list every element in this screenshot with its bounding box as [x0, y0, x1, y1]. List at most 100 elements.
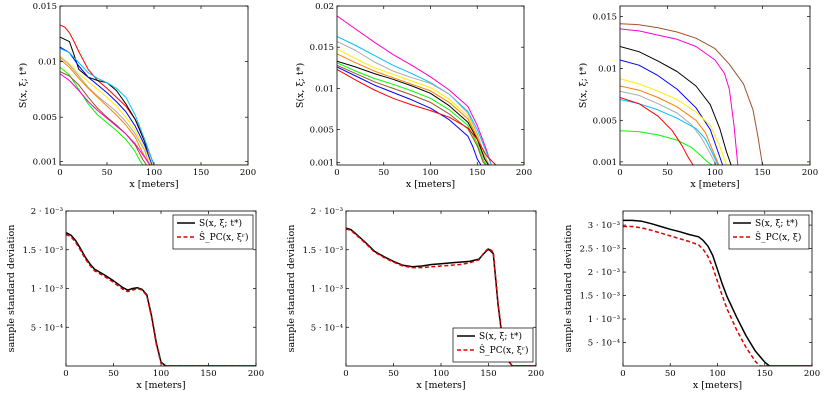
x-tick-label: 0 [617, 168, 622, 178]
y-tick-label: 1.5 · 10⁻³ [23, 246, 63, 256]
series-line-2 [66, 233, 256, 366]
series-line-8 [60, 66, 144, 165]
x-tick-label: 200 [528, 369, 544, 379]
chart-panel-6: 0 50 100 150 200 5 · 10⁻⁴ 1 · 10⁻³ 1.5 · 10⁻³ 2 … [563, 210, 820, 391]
chart-panel-2: 0 50 100 150 200 0.001 0.005 0.01 0.015 0.02 x [me… [295, 2, 532, 190]
x-tick-label: 150 [469, 168, 485, 178]
x-axis-label: x [meters] [406, 179, 455, 190]
x-tick-label: 0 [334, 168, 339, 178]
series-line-6 [620, 85, 720, 165]
chart-panel-5: 0 50 100 150 200 5 · 10⁻⁴ 1 · 10⁻³ 1.5 · 10⁻³ 2 … [286, 207, 544, 391]
y-tick-label: 0.001 [33, 158, 57, 168]
series-line-1 [66, 232, 256, 366]
x-tick-label: 150 [757, 369, 773, 379]
x-tick-label: 100 [709, 369, 725, 379]
series-line-9 [337, 66, 482, 165]
x-tick-label: 50 [662, 168, 673, 178]
x-axis-label: x [meters] [693, 380, 742, 391]
legend-entry: Ŝ_PC(x, ξʳ) [479, 344, 529, 356]
x-tick-label: 100 [707, 168, 723, 178]
legend-box [728, 214, 810, 250]
series-line-9 [620, 130, 713, 165]
y-tick-label: 0.015 [593, 12, 617, 22]
legend-entry: S(x, ξ; t*) [755, 218, 798, 229]
y-axis-label: S(x, ξ; t*) [578, 63, 589, 108]
series-line-1 [620, 23, 763, 165]
series-line-10 [60, 73, 151, 165]
x-tick-label: 0 [63, 369, 68, 379]
legend: S(x, ξ; t*) Ŝ_PC(x, ξ) [728, 214, 810, 250]
series-line-10 [337, 68, 497, 165]
series-line-9 [60, 71, 147, 165]
y-tick-label: 0.005 [33, 113, 57, 123]
legend-entry: Ŝ_PC(x, ξ) [755, 231, 801, 243]
series-line-7 [60, 56, 150, 165]
y-tick-label: 3 · 10⁻³ [588, 221, 620, 231]
x-tick-label: 100 [433, 369, 449, 379]
x-tick-label: 50 [378, 168, 389, 178]
series-line-2 [346, 228, 536, 366]
series-line-8 [337, 64, 487, 165]
series-line-4 [60, 47, 155, 165]
x-axis-label: x [meters] [136, 380, 185, 391]
x-tick-label: 200 [240, 168, 256, 178]
x-tick-label: 150 [480, 369, 496, 379]
x-tick-label: 100 [153, 369, 169, 379]
y-axis-label: sample standard deviation [563, 225, 574, 353]
x-axis-label: x [meters] [416, 380, 465, 391]
y-tick-label: 0.001 [310, 159, 334, 169]
x-tick-label: 200 [804, 369, 820, 379]
series-line-7 [337, 62, 488, 165]
y-tick-label: 1 · 10⁻³ [31, 285, 63, 295]
legend: S(x, ξ; t*) Ŝ_PC(x, ξʳ) [452, 327, 534, 363]
y-tick-label: 1.5 · 10⁻³ [303, 246, 343, 256]
x-tick-label: 100 [422, 168, 438, 178]
y-tick-label: 1 · 10⁻³ [588, 315, 620, 325]
y-axis-label: sample standard deviation [6, 225, 17, 353]
x-tick-label: 150 [193, 168, 209, 178]
y-tick-label: 0.015 [310, 43, 334, 53]
y-tick-label: 1.5 · 10⁻³ [580, 292, 620, 302]
series-line-1 [623, 219, 812, 366]
y-tick-label: 0.01 [598, 64, 617, 74]
plot-frame [619, 5, 811, 166]
x-tick-label: 0 [620, 369, 625, 379]
y-tick-label: 5 · 10⁻⁴ [588, 339, 621, 349]
series-line-1 [337, 15, 492, 165]
y-tick-label: 1 · 10⁻³ [311, 285, 343, 295]
series-line-10 [620, 97, 694, 165]
y-tick-label: 0.02 [315, 2, 334, 12]
series-line-2 [60, 36, 152, 165]
y-tick-label: 2 · 10⁻³ [31, 207, 63, 217]
y-axis-label: S(x, ξ; t*) [18, 63, 29, 108]
x-tick-label: 50 [665, 369, 676, 379]
y-tick-label: 0.005 [593, 116, 617, 126]
series-line-2 [620, 28, 739, 165]
x-tick-label: 200 [516, 168, 532, 178]
y-tick-label: 2.5 · 10⁻³ [580, 245, 620, 255]
series-line-3 [60, 46, 153, 165]
legend-entry: S(x, ξ; t*) [199, 218, 242, 229]
y-tick-label: 5 · 10⁻⁴ [311, 323, 344, 333]
y-tick-label: 2 · 10⁻³ [588, 268, 620, 278]
series-line-7 [620, 90, 717, 165]
series-line-6 [337, 60, 489, 165]
series-line-6 [60, 59, 150, 165]
x-tick-label: 50 [388, 369, 399, 379]
chart-panel-4: 0 50 100 150 200 5 · 10⁻⁴ 1 · 10⁻³ 1.5 · 10⁻³ 2 … [6, 207, 264, 391]
y-axis-label: sample standard deviation [286, 225, 297, 353]
x-tick-label: 200 [802, 168, 818, 178]
series-line-1 [60, 24, 155, 165]
x-tick-label: 150 [754, 168, 770, 178]
legend-box [452, 327, 534, 363]
series-line-3 [337, 40, 490, 165]
x-tick-label: 50 [102, 168, 113, 178]
x-tick-label: 50 [108, 369, 119, 379]
y-tick-label: 0.01 [38, 58, 57, 68]
x-axis-label: x [meters] [129, 179, 178, 190]
y-tick-label: 5 · 10⁻⁴ [31, 323, 64, 333]
y-tick-label: 0.01 [315, 84, 334, 94]
x-tick-label: 200 [248, 369, 264, 379]
chart-panel-3: 0 50 100 150 200 0.001 0.005 0.01 0.015 x [meters… [578, 5, 818, 190]
series-line-4 [620, 59, 724, 165]
